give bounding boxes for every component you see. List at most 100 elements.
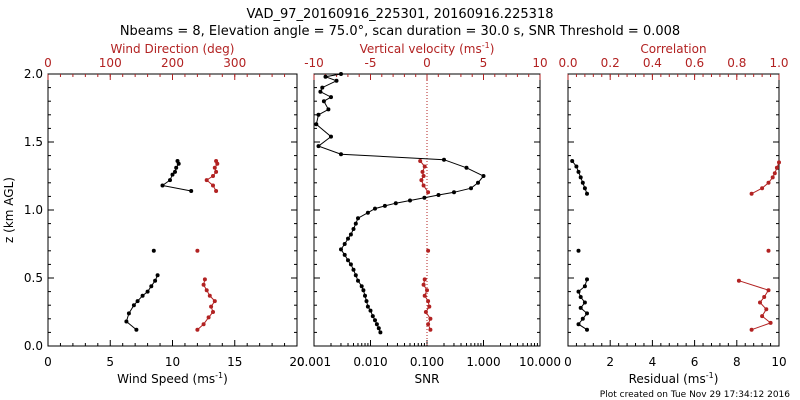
residual-series-red-point (768, 320, 773, 325)
residual-series-black-point (582, 284, 587, 289)
wind-series-red-point (206, 315, 211, 320)
wind-series-red-point (214, 169, 219, 174)
residual-series-red-point (766, 288, 771, 293)
wind-bottom-axis-label: Wind Speed (ms-1) (117, 371, 228, 386)
snr-series-black-point (334, 78, 339, 83)
wind-series-red-point (209, 304, 214, 309)
snr-bottom-tick-label: 0.010 (353, 355, 387, 369)
wind-top-tick-label: 0 (44, 56, 52, 70)
wind-y-tick-label: 0.5 (24, 271, 43, 285)
wind-series-red-point (204, 178, 209, 183)
wind-series-black-point (153, 278, 158, 283)
wind-series-red-point (195, 327, 200, 332)
residual-bottom-tick-label: 8 (733, 355, 741, 369)
wind-bottom-tick-label: 10 (165, 355, 180, 369)
residual-series-black-point (582, 186, 587, 191)
residual-series-black-point (578, 295, 583, 299)
snr-series-black-point (408, 198, 412, 203)
snr-top-axis-label-sup: -1 (482, 41, 490, 50)
wind-bottom-axis-label-end: ) (223, 372, 228, 386)
wind-series-red-point (211, 183, 215, 188)
snr-series-red-line (423, 279, 431, 330)
snr-series-red-point (418, 159, 423, 163)
snr-series-black-point (342, 252, 347, 257)
wind-series-black-point (135, 299, 140, 304)
snr-series-red-point (425, 288, 429, 293)
snr-series-black-point (351, 267, 356, 272)
snr-top-axis-label-main: Vertical velocity (ms (360, 42, 482, 56)
wind-series-black-point (173, 169, 177, 174)
snr-series-black-point (378, 330, 383, 335)
wind-top-axis-label: Wind Direction (deg) (111, 42, 235, 56)
residual-top-tick-label: 0.0 (558, 56, 577, 70)
snr-series-black-point (346, 258, 350, 263)
snr-series-black-point (321, 99, 326, 104)
snr-series-red-point (419, 178, 424, 183)
snr-series-black-point (365, 304, 370, 309)
snr-series-red-point (421, 282, 426, 287)
wind-series-red-point (202, 277, 207, 282)
residual-bottom-axis-label-sup: -1 (706, 371, 714, 380)
snr-top-tick-label: 10 (532, 56, 547, 70)
snr-series-black-point (363, 293, 367, 298)
snr-series-black-point (442, 157, 446, 162)
snr-series-red-point (422, 277, 427, 282)
snr-series-red-point (426, 322, 431, 327)
residual-series-black-point (585, 277, 589, 282)
residual-series-black-point (585, 191, 589, 196)
wind-series-black-point (168, 178, 172, 183)
snr-series-black-point (356, 278, 360, 283)
wind-series-red-point (201, 322, 206, 327)
residual-top-axis-label: Correlation (640, 42, 706, 56)
snr-series-black-point (323, 74, 328, 79)
wind-series-red-point (212, 299, 217, 304)
wind-series-black-point (140, 293, 145, 298)
residual-series-red-point (774, 165, 779, 170)
wind-series-black-point (170, 172, 175, 177)
snr-bottom-axis-label: SNR (415, 372, 440, 386)
residual-top-tick-label: 0.4 (643, 56, 662, 70)
residual-series-red-point (766, 180, 771, 185)
wind-series-black-point (175, 159, 180, 163)
wind-series-red-point (195, 248, 200, 253)
snr-series-black-point (353, 273, 358, 278)
snr-series-red-point (427, 304, 432, 309)
wind-bottom-axis-label-sup: -1 (215, 371, 223, 380)
wind-frame (47, 73, 298, 347)
snr-series-black-point (376, 326, 381, 331)
snr-series-black-point (359, 284, 364, 289)
figure-title-line2: Nbeams = 8, Elevation angle = 75.0°, sca… (120, 24, 680, 39)
snr-series-black-point (316, 112, 321, 117)
snr-series-red-point (426, 299, 431, 304)
residual-bottom-tick-label: 0 (564, 355, 572, 369)
residual-series-red-point (749, 327, 754, 332)
residual-series-black-point (570, 159, 575, 163)
residual-series-black-line (577, 279, 588, 331)
residual-series-red-point (766, 248, 771, 253)
wind-series-black-line (125, 275, 159, 331)
snr-series-black-line (315, 73, 485, 333)
wind-y-tick-label: 2.0 (24, 67, 43, 81)
snr-top-axis-label-end: ) (490, 42, 495, 56)
snr-series-black-point (348, 262, 353, 267)
wind-bottom-tick-label: 0 (44, 355, 52, 369)
residual-top-tick-label: 1.0 (769, 56, 788, 70)
residual-series-red-point (758, 300, 762, 305)
snr-series-black-point (481, 174, 486, 178)
wind-y-tick-label: 1.5 (24, 135, 43, 149)
residual-frame (567, 73, 780, 347)
residual-series-red-line (738, 280, 772, 331)
snr-bottom-tick-label: 0.001 (297, 355, 331, 369)
wind-top-tick-label: 100 (99, 56, 122, 70)
wind-series-red-point (211, 174, 215, 178)
residual-series-black-point (574, 164, 579, 169)
wind-series-red-point (204, 288, 209, 293)
wind-series-black-point (124, 319, 129, 324)
snr-series-red-point (422, 164, 427, 169)
wind-y-tick-label: 0.0 (24, 339, 43, 353)
residual-series-red-point (760, 186, 765, 191)
residual-series-black-point (585, 311, 589, 316)
residual-series-black-point (578, 305, 583, 310)
residual-series-black-point (576, 322, 581, 327)
